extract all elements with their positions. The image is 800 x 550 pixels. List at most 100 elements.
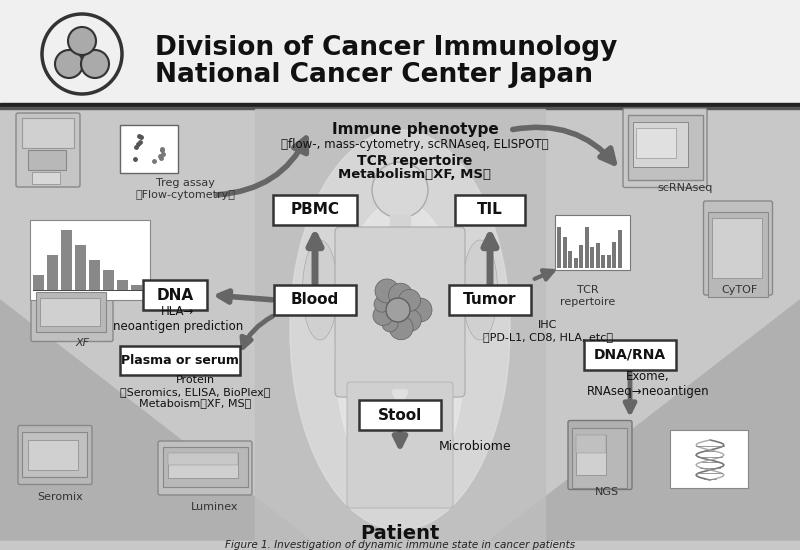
- Circle shape: [386, 298, 410, 322]
- Bar: [606, 255, 610, 268]
- Text: DNA: DNA: [157, 288, 194, 303]
- FancyBboxPatch shape: [455, 195, 525, 225]
- Bar: [28, 440, 78, 470]
- Ellipse shape: [302, 240, 338, 340]
- Circle shape: [81, 50, 109, 78]
- FancyBboxPatch shape: [31, 283, 113, 342]
- Circle shape: [389, 316, 413, 340]
- Bar: [628, 115, 703, 180]
- Bar: [633, 122, 688, 167]
- Bar: [612, 242, 616, 268]
- FancyBboxPatch shape: [335, 227, 465, 397]
- Bar: [712, 218, 762, 278]
- Ellipse shape: [290, 130, 510, 530]
- Bar: [576, 435, 606, 475]
- Bar: [0, 0, 800, 108]
- Bar: [22, 118, 74, 148]
- FancyArrowPatch shape: [394, 392, 406, 403]
- Text: （flow-, mass-cytometry, scRNAseq, ELISPOT）: （flow-, mass-cytometry, scRNAseq, ELISPO…: [281, 138, 549, 151]
- Bar: [22, 432, 87, 477]
- FancyBboxPatch shape: [584, 340, 676, 370]
- Text: HLA→
neoantigen prediction: HLA→ neoantigen prediction: [113, 305, 243, 333]
- FancyArrowPatch shape: [242, 316, 273, 348]
- Circle shape: [372, 162, 428, 218]
- Circle shape: [373, 305, 393, 326]
- FancyBboxPatch shape: [347, 382, 453, 508]
- Circle shape: [382, 316, 398, 332]
- Text: TCR repertoire: TCR repertoire: [358, 154, 473, 168]
- Text: Plasma or serum: Plasma or serum: [121, 354, 239, 366]
- Ellipse shape: [462, 240, 498, 340]
- Bar: [708, 212, 768, 297]
- Bar: [390, 215, 410, 235]
- Ellipse shape: [335, 200, 465, 500]
- FancyBboxPatch shape: [359, 400, 441, 430]
- Bar: [0, 109, 800, 550]
- Text: IHC
（PD-L1, CD8, HLA, etc）: IHC （PD-L1, CD8, HLA, etc）: [483, 320, 613, 342]
- FancyBboxPatch shape: [158, 441, 252, 495]
- Circle shape: [398, 289, 421, 311]
- Bar: [32, 172, 60, 184]
- Circle shape: [399, 309, 422, 331]
- FancyBboxPatch shape: [274, 285, 356, 315]
- Circle shape: [408, 298, 432, 322]
- Text: PBMC: PBMC: [290, 202, 339, 217]
- Text: TIL: TIL: [477, 202, 503, 217]
- FancyArrowPatch shape: [625, 373, 635, 412]
- Text: Metabolism（XF, MS）: Metabolism（XF, MS）: [338, 168, 491, 181]
- Bar: [61, 230, 72, 290]
- Bar: [618, 230, 622, 268]
- FancyBboxPatch shape: [568, 421, 632, 490]
- Text: Tumor: Tumor: [463, 293, 517, 307]
- FancyBboxPatch shape: [623, 108, 707, 188]
- Bar: [103, 270, 114, 290]
- Bar: [601, 255, 605, 268]
- Circle shape: [389, 283, 413, 307]
- Text: XF: XF: [75, 338, 89, 348]
- Text: CyTOF: CyTOF: [722, 285, 758, 295]
- Bar: [595, 243, 599, 268]
- Text: Exome,
RNAseq→neoantigen: Exome, RNAseq→neoantigen: [586, 370, 710, 398]
- Circle shape: [374, 296, 390, 312]
- Bar: [163, 447, 248, 487]
- Text: Patient: Patient: [360, 524, 440, 543]
- FancyArrowPatch shape: [218, 138, 306, 195]
- Bar: [47, 255, 58, 290]
- FancyArrowPatch shape: [394, 433, 406, 446]
- FancyArrowPatch shape: [219, 291, 272, 302]
- Bar: [0, 107, 800, 109]
- Circle shape: [68, 27, 96, 55]
- Bar: [572, 428, 627, 488]
- Text: scRNAseq: scRNAseq: [658, 183, 713, 193]
- Circle shape: [375, 279, 399, 303]
- Text: Treg assay
（Flow-cytometry）: Treg assay （Flow-cytometry）: [135, 178, 235, 200]
- Bar: [562, 237, 566, 268]
- Bar: [120, 125, 178, 173]
- FancyArrowPatch shape: [534, 270, 553, 279]
- Bar: [0, 103, 800, 107]
- Bar: [131, 285, 142, 290]
- Bar: [670, 430, 748, 488]
- Circle shape: [55, 50, 83, 78]
- Bar: [636, 128, 676, 158]
- FancyBboxPatch shape: [449, 285, 531, 315]
- FancyBboxPatch shape: [703, 201, 773, 295]
- Bar: [168, 453, 238, 478]
- Text: Seromix: Seromix: [37, 492, 83, 502]
- Bar: [28, 150, 66, 170]
- Bar: [117, 280, 128, 290]
- Polygon shape: [0, 300, 310, 540]
- FancyBboxPatch shape: [120, 345, 240, 375]
- Polygon shape: [490, 300, 800, 540]
- FancyArrowPatch shape: [309, 235, 321, 284]
- Bar: [579, 245, 583, 268]
- FancyBboxPatch shape: [143, 280, 207, 310]
- FancyBboxPatch shape: [273, 195, 357, 225]
- Text: Stool: Stool: [378, 408, 422, 422]
- Text: Microbiome: Microbiome: [438, 440, 511, 453]
- Bar: [36, 292, 106, 332]
- Bar: [30, 220, 150, 300]
- Bar: [40, 298, 100, 326]
- Text: Figure 1. Investigation of dynamic immune state in cancer patients: Figure 1. Investigation of dynamic immun…: [225, 540, 575, 550]
- Bar: [568, 251, 572, 268]
